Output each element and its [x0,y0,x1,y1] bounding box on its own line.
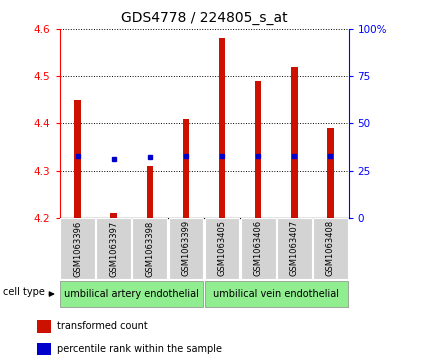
Bar [147,166,153,218]
FancyBboxPatch shape [205,281,348,307]
Bar [291,67,297,218]
Text: percentile rank within the sample: percentile rank within the sample [57,344,221,354]
Bar [255,81,261,218]
Bar [110,213,117,218]
Title: GDS4778 / 224805_s_at: GDS4778 / 224805_s_at [121,11,287,25]
Text: GSM1063397: GSM1063397 [109,220,118,277]
FancyBboxPatch shape [96,219,131,279]
Text: GSM1063396: GSM1063396 [73,220,82,277]
FancyBboxPatch shape [60,281,203,307]
Text: GSM1063406: GSM1063406 [254,220,263,276]
FancyBboxPatch shape [205,219,239,279]
FancyBboxPatch shape [60,219,95,279]
Text: GSM1063398: GSM1063398 [145,220,154,277]
FancyBboxPatch shape [133,219,167,279]
FancyBboxPatch shape [313,219,348,279]
Text: GSM1063407: GSM1063407 [290,220,299,276]
Bar [327,128,334,218]
Text: cell type: cell type [3,287,45,297]
FancyBboxPatch shape [277,219,312,279]
Bar [219,38,225,218]
Text: umbilical vein endothelial: umbilical vein endothelial [213,289,339,299]
FancyBboxPatch shape [169,219,203,279]
Text: GSM1063408: GSM1063408 [326,220,335,276]
Text: GSM1063405: GSM1063405 [218,220,227,276]
Bar [37,343,51,355]
Bar [183,119,189,218]
Text: umbilical artery endothelial: umbilical artery endothelial [64,289,199,299]
FancyBboxPatch shape [241,219,275,279]
Bar [74,100,81,218]
Text: transformed count: transformed count [57,321,147,331]
Text: GSM1063399: GSM1063399 [181,220,190,276]
Bar [37,320,51,333]
